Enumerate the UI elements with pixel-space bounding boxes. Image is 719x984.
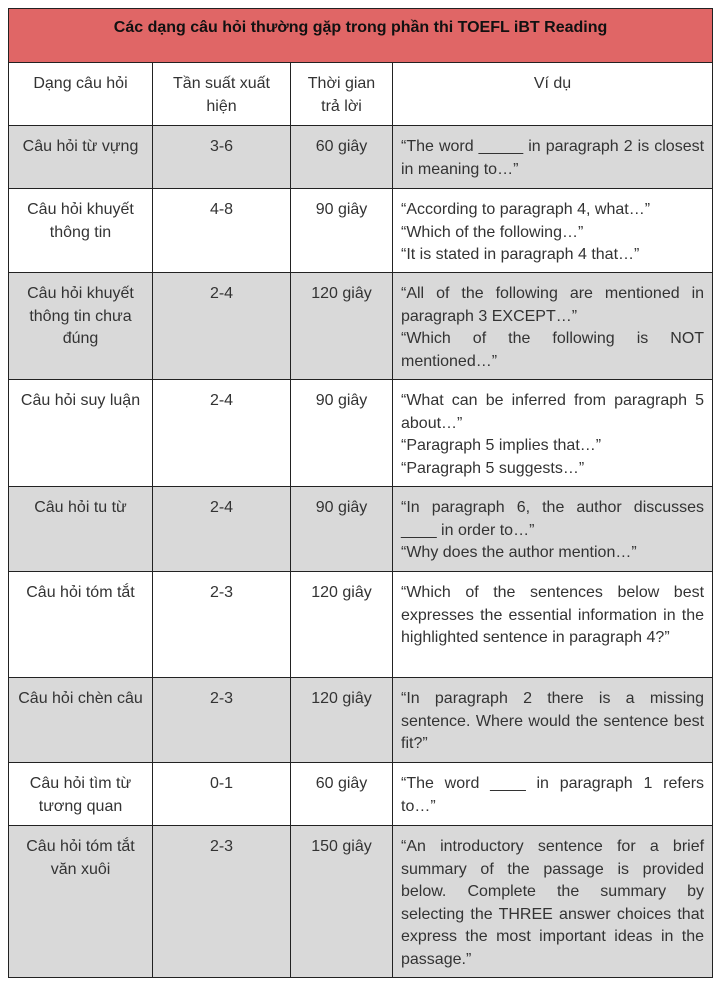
example-cell: “What can be inferred from paragraph 5 a… [391, 379, 714, 487]
header-type: Dạng câu hỏi [8, 62, 153, 126]
table-title: Các dạng câu hỏi thường gặp trong phần t… [7, 8, 714, 63]
question-type-cell: Câu hỏi tu từ [8, 486, 153, 572]
table-row: Câu hỏi tu từ 2-4 90 giây “In paragraph 6, … [8, 486, 714, 572]
time-cell: 120 giây [290, 571, 393, 678]
frequency-cell: 2-3 [152, 825, 291, 978]
time-cell: 120 giây [290, 677, 393, 763]
header-row: Dạng câu hỏi Tần suất xuất hiện Thời gia… [8, 62, 714, 126]
example-cell: “The word _____ in paragraph 2 is closes… [391, 125, 714, 189]
example-cell: “According to paragraph 4, what…” “Which … [391, 188, 714, 273]
time-cell: 60 giây [290, 762, 393, 826]
question-type-cell: Câu hỏi khuyết thông tin chưa đúng [8, 272, 153, 380]
frequency-cell: 2-4 [152, 379, 291, 487]
example-text: “Which of the sentences below best expre… [401, 584, 705, 646]
question-type-cell: Câu hỏi tóm tắt [8, 571, 153, 678]
table-row: Câu hỏi khuyết thông tin chưa đúng 2-4 120… [8, 272, 714, 380]
example-text: “The word ____ in paragraph 1 refers to…… [401, 775, 705, 815]
header-frequency: Tần suất xuất hiện [152, 62, 291, 126]
time-cell: 90 giây [290, 486, 393, 572]
table-row: Câu hỏi khuyết thông tin 4-8 90 giây “Accor… [8, 188, 714, 273]
table-row: Câu hỏi tóm tắt 2-3 120 giây “Which of the … [8, 571, 714, 678]
example-text: “The word _____ in paragraph 2 is closes… [401, 138, 705, 178]
question-type-cell: Câu hỏi từ vựng [8, 125, 153, 189]
table-row: Câu hỏi từ vựng 3-6 60 giây “The word _____… [8, 125, 714, 189]
example-text: “Paragraph 5 suggests…” [401, 459, 585, 477]
frequency-cell: 2-4 [152, 486, 291, 572]
example-cell: “The word ____ in paragraph 1 refers to…… [391, 762, 714, 826]
example-text: “All of the following are mentioned in p… [401, 285, 705, 325]
example-text: “Which of the following…” [401, 223, 584, 241]
table-row: Câu hỏi tóm tắt văn xuôi 2-3 150 giây “An i… [8, 825, 714, 978]
example-cell: “An introductory sentence for a brief su… [391, 825, 714, 978]
example-cell: “In paragraph 2 there is a missing sente… [391, 677, 714, 763]
example-cell: “All of the following are mentioned in p… [391, 272, 714, 380]
frequency-cell: 2-3 [152, 677, 291, 763]
time-cell: 90 giây [290, 188, 393, 273]
time-cell: 90 giây [290, 379, 393, 487]
example-text: “Which of the following is NOT mentioned… [401, 330, 705, 370]
table-row: Câu hỏi tìm từ tương quan 0-1 60 giây “The … [8, 762, 714, 826]
table-row: Câu hỏi chèn câu 2-3 120 giây “In paragraph… [8, 677, 714, 763]
question-type-cell: Câu hỏi khuyết thông tin [8, 188, 153, 273]
header-time: Thời gian trả lời [290, 62, 393, 126]
example-text: “Paragraph 5 implies that…” [401, 437, 602, 454]
header-example: Ví dụ [391, 62, 714, 126]
frequency-cell: 2-4 [152, 272, 291, 380]
question-types-table: Các dạng câu hỏi thường gặp trong phần t… [7, 8, 714, 978]
time-cell: 150 giây [290, 825, 393, 978]
frequency-cell: 0-1 [152, 762, 291, 826]
example-text: “In paragraph 2 there is a missing sente… [401, 690, 705, 752]
example-text: “What can be inferred from paragraph 5 a… [401, 392, 705, 432]
time-cell: 120 giây [290, 272, 393, 380]
question-type-cell: Câu hỏi chèn câu [8, 677, 153, 763]
time-cell: 60 giây [290, 125, 393, 189]
example-text: “According to paragraph 4, what…” [401, 201, 651, 218]
example-text: “An introductory sentence for a brief su… [401, 838, 705, 968]
example-cell: “Which of the sentences below best expre… [391, 571, 714, 678]
table-row: Câu hỏi suy luận 2-4 90 giây “What can be i… [8, 379, 714, 487]
frequency-cell: 3-6 [152, 125, 291, 189]
question-type-cell: Câu hỏi tóm tắt văn xuôi [8, 825, 153, 978]
frequency-cell: 4-8 [152, 188, 291, 273]
question-type-cell: Câu hỏi tìm từ tương quan [8, 762, 153, 826]
example-text: “In paragraph 6, the author discusses __… [401, 499, 705, 539]
example-cell: “In paragraph 6, the author discusses __… [391, 486, 714, 572]
question-type-cell: Câu hỏi suy luận [8, 379, 153, 487]
example-text: “Why does the author mention…” [401, 544, 637, 561]
example-text: “It is stated in paragraph 4 that…” [401, 246, 640, 263]
frequency-cell: 2-3 [152, 571, 291, 678]
